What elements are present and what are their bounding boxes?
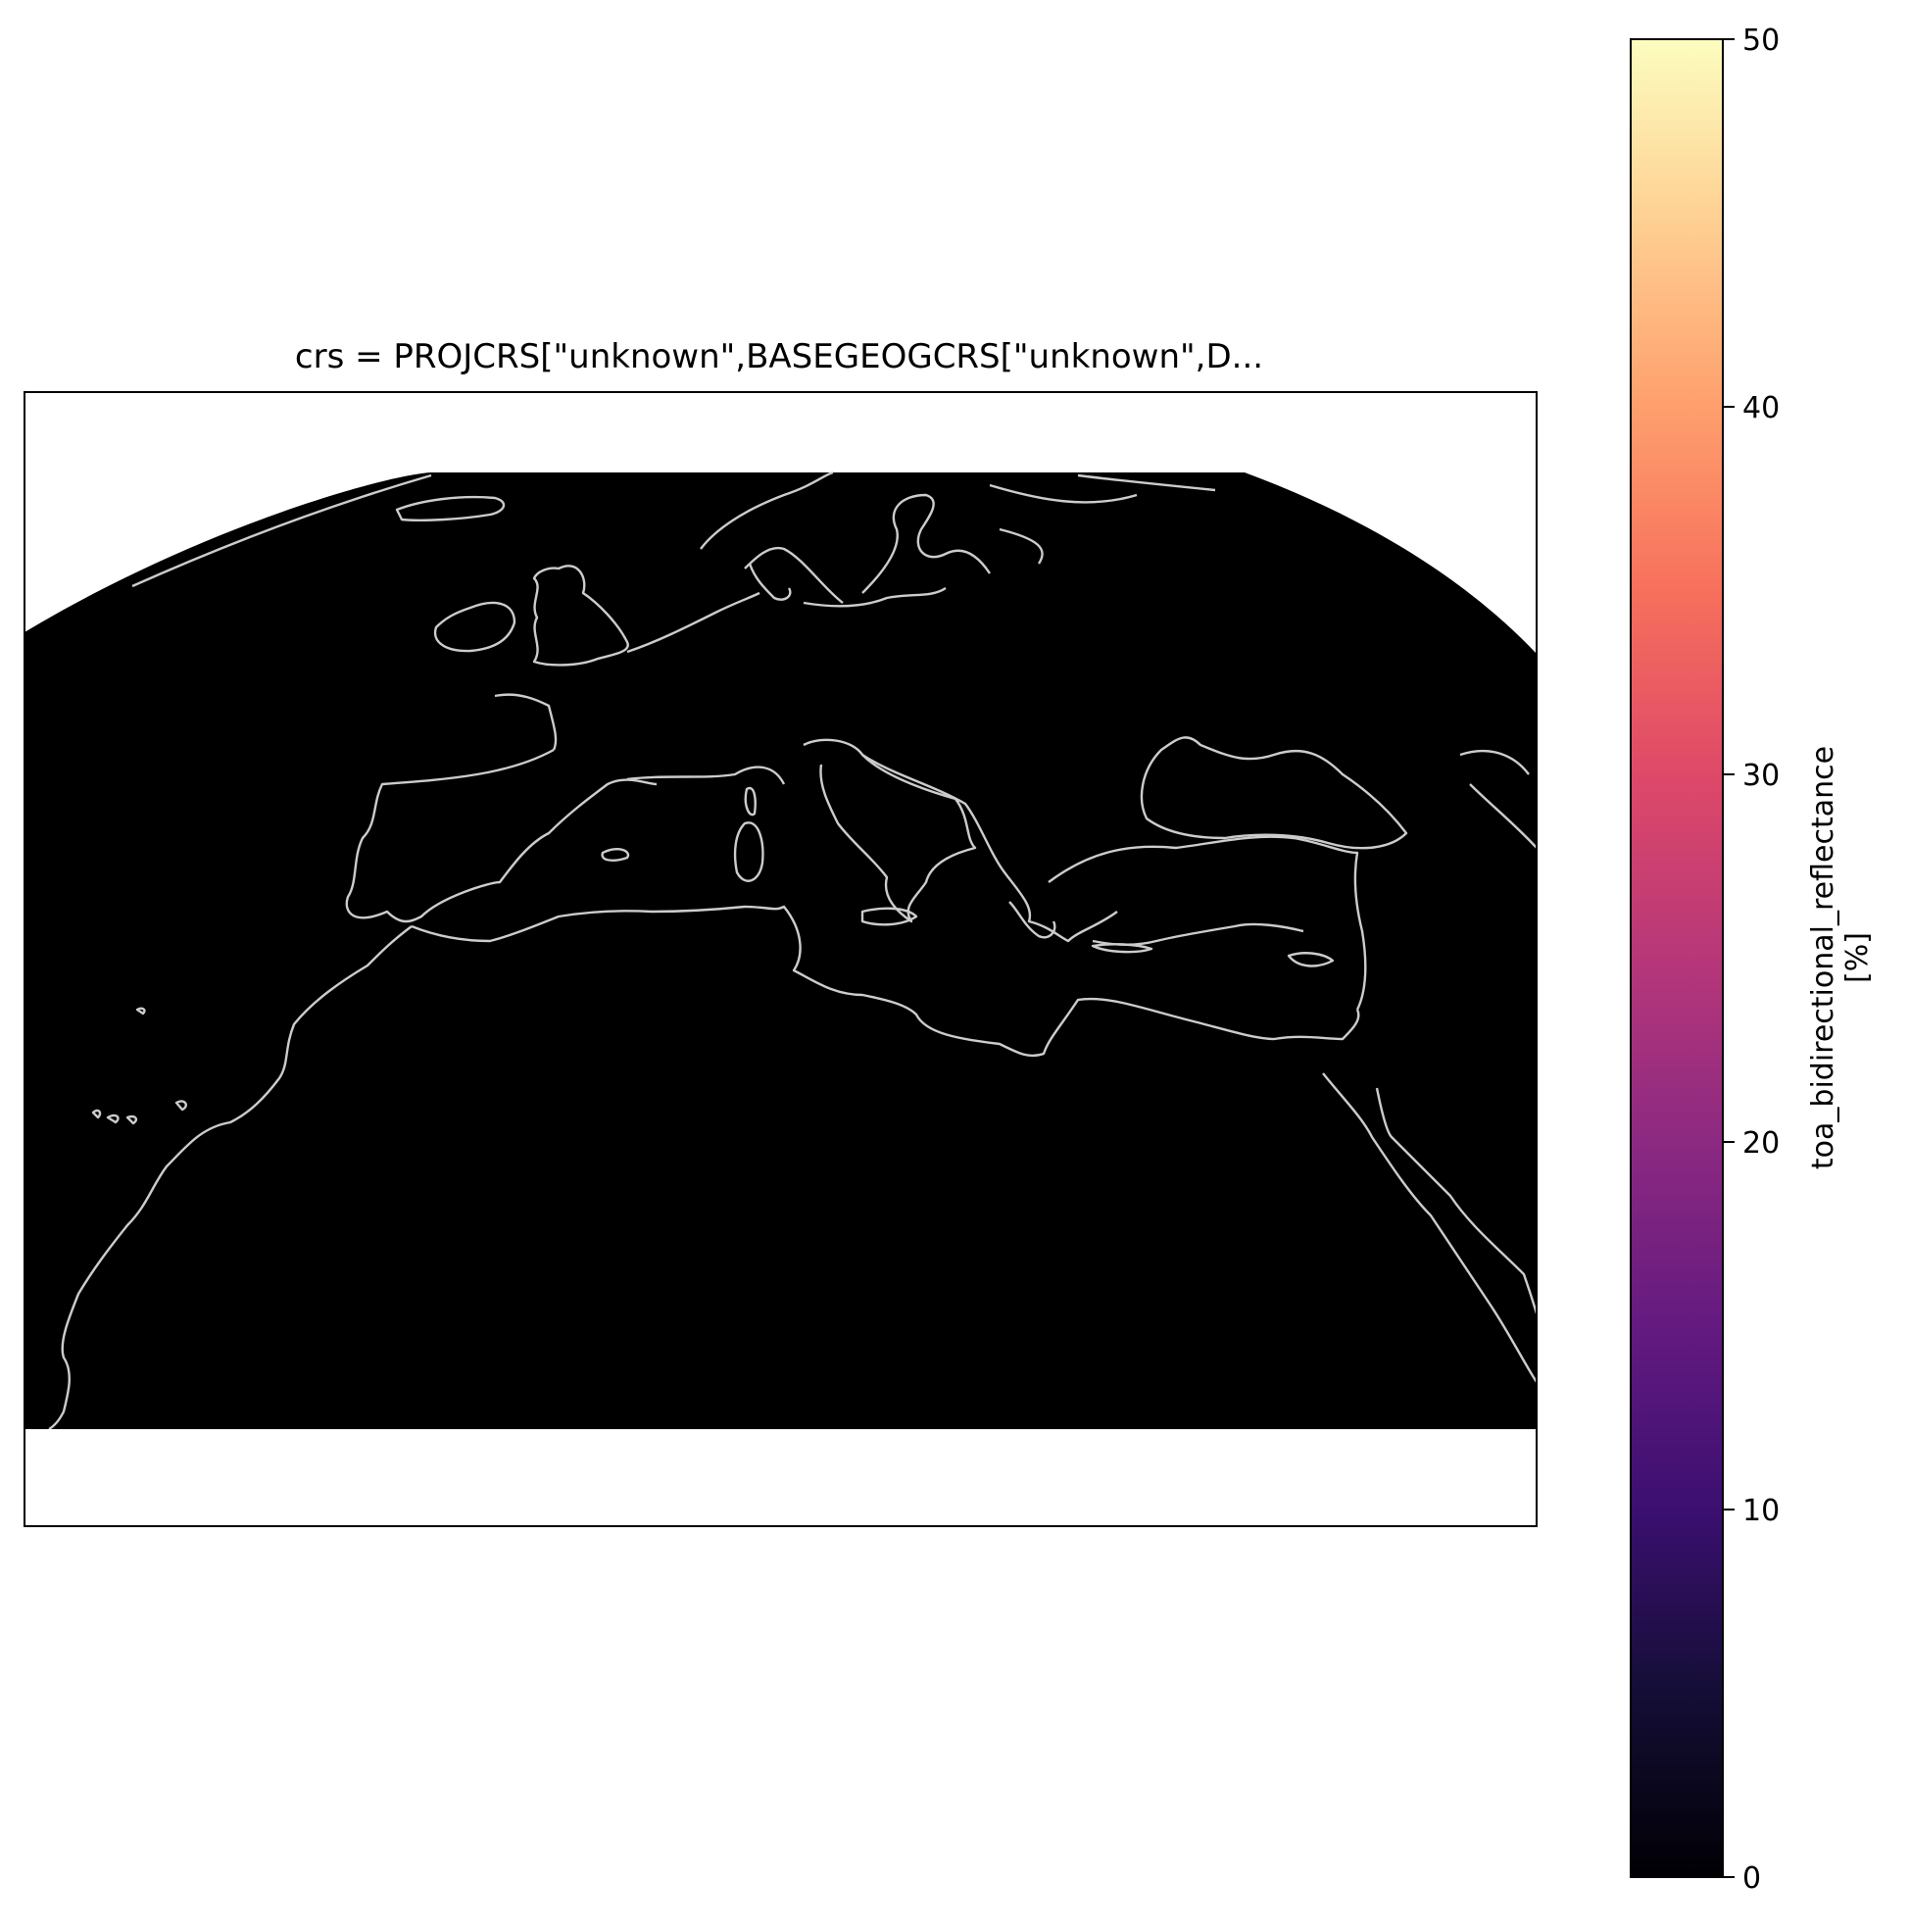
coastline-ireland bbox=[433, 601, 516, 653]
colorbar-frame bbox=[1630, 38, 1724, 1878]
coastline-cyprus bbox=[1287, 952, 1335, 967]
coastline-corsica bbox=[744, 786, 757, 817]
colorbar-tick-label: 0 bbox=[1742, 1861, 1761, 1896]
coastline-balearics bbox=[601, 848, 630, 862]
coastline-crete bbox=[1091, 943, 1153, 954]
coastline-greenland-strip bbox=[131, 473, 432, 588]
colorbar-tick-label: 10 bbox=[1742, 1494, 1780, 1528]
coastline-caspian bbox=[1459, 749, 1537, 849]
coastline-west-africa bbox=[48, 925, 413, 1431]
coastline-sardinia bbox=[733, 821, 764, 882]
map-title: crs = PROJCRS["unknown",BASEGEOGCRS["unk… bbox=[295, 337, 1263, 376]
coastline-iberia bbox=[345, 748, 658, 923]
coastline-sicily bbox=[860, 907, 918, 926]
coastline-canaries bbox=[91, 1100, 187, 1125]
data-region bbox=[24, 472, 1537, 1434]
coastline-france-north bbox=[626, 591, 760, 654]
coastline-denmark bbox=[748, 563, 792, 601]
colorbar-tick-label: 30 bbox=[1742, 759, 1780, 793]
coastline-turkey bbox=[1048, 835, 1367, 1011]
coastline-scandinavia bbox=[700, 471, 1044, 604]
colorbar-tick-label: 50 bbox=[1742, 24, 1780, 58]
coastline-arctic-russia bbox=[989, 473, 1216, 504]
colorbar-tick-label: 20 bbox=[1742, 1126, 1780, 1161]
colorbar-label: toa_bidirectional_reflectance bbox=[1806, 746, 1840, 1169]
coastlines bbox=[48, 471, 1537, 1431]
coastline-black-sea bbox=[1140, 736, 1408, 850]
coastline-great-britain bbox=[532, 565, 629, 667]
colorbar-unit: [%] bbox=[1840, 932, 1875, 983]
colorbar-gradient bbox=[1631, 39, 1723, 1877]
map-axes bbox=[24, 471, 1537, 1526]
colorbar-ticks: 0 10 20 30 40 50 bbox=[1723, 24, 1780, 1896]
coastline-baltic bbox=[803, 586, 947, 608]
coastline-italy bbox=[803, 738, 977, 923]
coastline-balkans bbox=[861, 754, 1118, 943]
no-data-region bbox=[24, 1429, 1537, 1526]
map-frame bbox=[24, 391, 1538, 1527]
coastline-france-med bbox=[626, 766, 786, 785]
coastline-madeira bbox=[135, 1007, 146, 1016]
coastline-greece bbox=[1008, 901, 1056, 939]
coastline-red-sea bbox=[1322, 1072, 1537, 1383]
colorbar: 0 10 20 30 40 50 toa_bidirectional_reflectanc… bbox=[1630, 24, 1875, 1896]
coastline-brittany bbox=[494, 693, 558, 751]
coastline-iceland bbox=[395, 495, 506, 521]
colorbar-tick-label: 40 bbox=[1742, 391, 1780, 425]
coastline-north-africa bbox=[411, 905, 1360, 1058]
